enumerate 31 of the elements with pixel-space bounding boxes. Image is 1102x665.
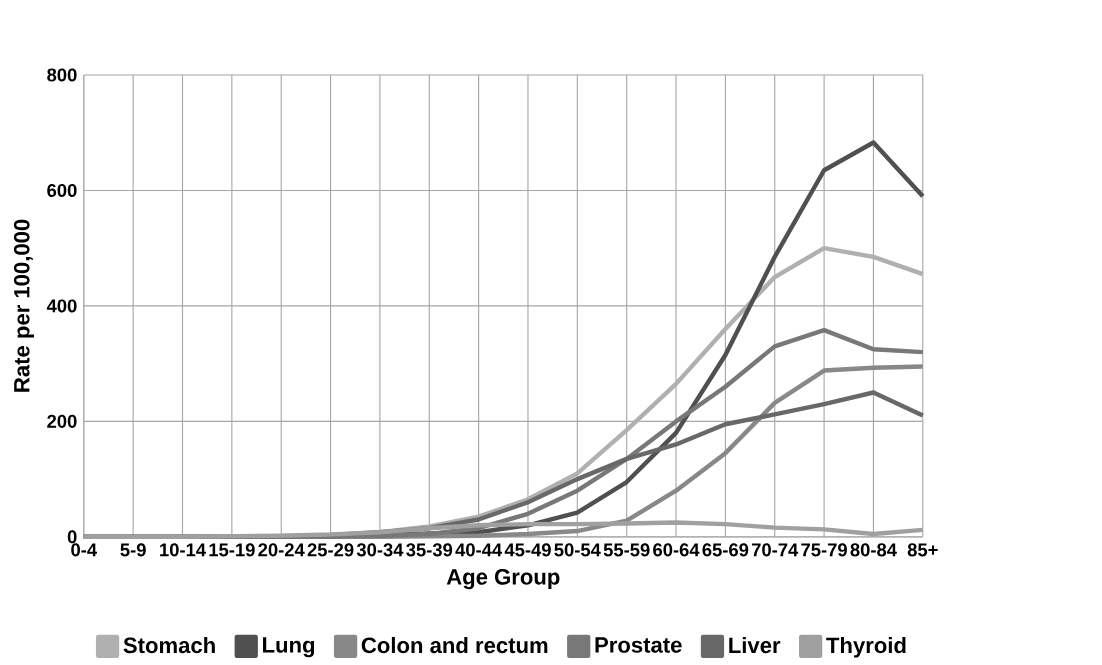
x-tick-label: 60-64 (653, 543, 700, 557)
y-tick-label: 800 (47, 68, 77, 82)
x-tick-label: 25-29 (307, 543, 354, 557)
y-tick-label: 200 (47, 414, 77, 428)
x-tick-label: 70-74 (751, 543, 799, 557)
legend-label: Colon and rectum (361, 636, 548, 654)
legend-label: Thyroid (826, 636, 906, 658)
x-tick-label: 20-24 (258, 543, 305, 557)
legend-label: Stomach (123, 636, 215, 654)
x-tick-label: 5-9 (120, 543, 146, 557)
y-axis-title: Rate per 100,000 (13, 219, 34, 392)
legend-label: Prostate (595, 637, 682, 653)
x-tick-label: 10-14 (160, 543, 206, 557)
x-tick-label: 55-59 (603, 543, 650, 557)
x-tick-label: 50-54 (554, 543, 601, 557)
y-tick-label: 400 (46, 299, 77, 313)
x-tick-label: 0-4 (71, 543, 97, 557)
legend-label: Lung (263, 637, 315, 658)
x-tick-label: 35-39 (406, 543, 453, 557)
x-tick-label: 15-19 (209, 543, 255, 557)
x-tick-label: 40-44 (455, 543, 503, 557)
x-tick-label: 30-34 (356, 543, 404, 557)
legend-label: Liver (729, 636, 781, 654)
y-tick-label: 600 (47, 183, 77, 197)
x-tick-label: 65-69 (702, 543, 749, 557)
y-tick-label: 0 (67, 530, 77, 544)
x-tick-label: 85+ (907, 543, 938, 557)
x-tick-label: 75-79 (801, 543, 847, 557)
x-tick-label: 45-49 (504, 543, 551, 557)
x-axis-title: Age Group (446, 568, 560, 590)
x-tick-label: 80-84 (850, 543, 897, 557)
